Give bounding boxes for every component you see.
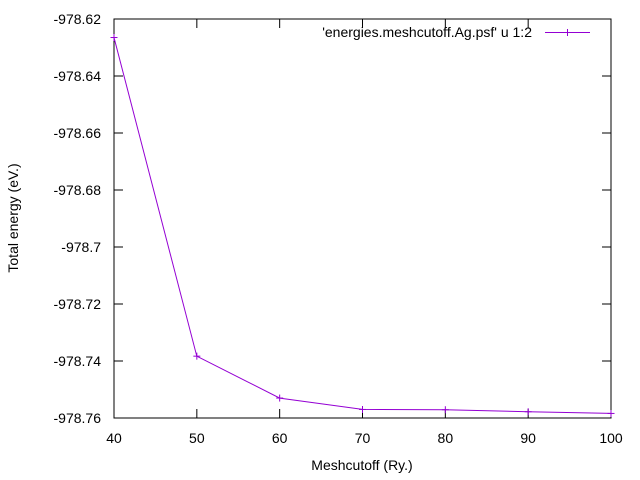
x-axis-title: Meshcutoff (Ry.) bbox=[311, 457, 412, 473]
x-tick-label: 60 bbox=[272, 430, 288, 446]
x-tick-label: 100 bbox=[599, 430, 623, 446]
x-tick-label: 90 bbox=[520, 430, 536, 446]
data-point bbox=[524, 408, 532, 416]
y-tick-label: -978.72 bbox=[54, 296, 102, 312]
y-tick-label: -978.68 bbox=[54, 182, 102, 198]
y-tick-label: -978.76 bbox=[54, 410, 102, 426]
data-point bbox=[193, 352, 201, 360]
x-tick-label: 70 bbox=[355, 430, 371, 446]
y-tick-label: -978.7 bbox=[61, 239, 101, 255]
tick-labels-layer: 40 50 60 70 80 90 100 -978.62 -978.64 -978.66 -978… bbox=[54, 11, 623, 446]
y-tick-label: -978.66 bbox=[54, 125, 102, 141]
legend: 'energies.meshcutoff.Ag.psf' u 1:2 bbox=[322, 24, 590, 40]
y-tick-label: -978.74 bbox=[54, 353, 102, 369]
series-line bbox=[113, 37, 612, 414]
ticks-layer bbox=[113, 18, 612, 419]
data-point bbox=[110, 34, 118, 42]
x-tick-label: 80 bbox=[438, 430, 454, 446]
legend-marker bbox=[564, 29, 571, 36]
y-tick-label: -978.64 bbox=[54, 68, 102, 84]
data-point bbox=[276, 394, 284, 402]
plot-frame bbox=[113, 18, 612, 419]
legend-label: 'energies.meshcutoff.Ag.psf' u 1:2 bbox=[322, 24, 532, 40]
y-tick-label: -978.62 bbox=[54, 11, 102, 27]
x-tick-label: 40 bbox=[106, 430, 122, 446]
y-axis-title: Total energy (eV.) bbox=[5, 163, 21, 272]
data-point bbox=[441, 406, 449, 414]
data-point bbox=[607, 409, 615, 417]
points-layer bbox=[110, 34, 615, 417]
x-tick-label: 50 bbox=[189, 430, 205, 446]
data-point bbox=[359, 405, 366, 413]
